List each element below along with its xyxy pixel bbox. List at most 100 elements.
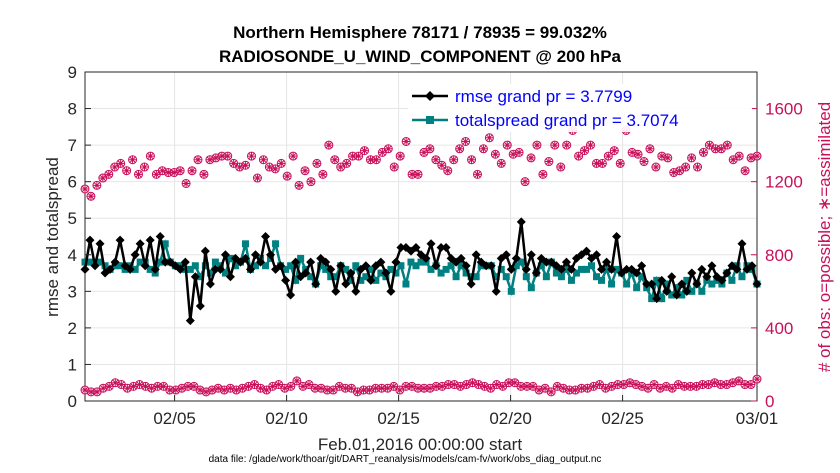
- left-tick-label: 9: [68, 63, 77, 82]
- obs-assimilated-marker: [657, 152, 666, 161]
- obs-assimilated-marker: [480, 382, 489, 391]
- obs-assimilated-marker: [592, 159, 601, 168]
- rmse-point: [145, 235, 155, 245]
- obs-point-upper: [556, 162, 566, 172]
- obs-point-lower: [395, 385, 405, 395]
- obs-assimilated-marker: [117, 380, 126, 389]
- obs-point-upper: [514, 147, 524, 157]
- spread-point: [211, 258, 219, 266]
- legend: rmse grand pr = 3.7799 totalspread grand…: [408, 84, 752, 132]
- rmse-point: [642, 279, 652, 289]
- obs-assimilated-marker: [384, 144, 393, 153]
- spread-point: [603, 265, 611, 273]
- spread-point: [648, 295, 656, 303]
- spread-point: [392, 269, 400, 277]
- obs-markers: [80, 125, 762, 397]
- rmse-point: [461, 261, 471, 271]
- spread-point: [131, 265, 139, 273]
- rmse-point: [657, 275, 667, 285]
- obs-assimilated-marker: [135, 380, 144, 389]
- x-tick-label: 02/15: [377, 409, 420, 428]
- obs-point-upper: [282, 171, 292, 181]
- obs-point-lower: [262, 385, 272, 395]
- rmse-point: [110, 257, 120, 267]
- spread-point: [633, 284, 641, 292]
- series-line: [83, 221, 759, 321]
- obs-point-upper: [223, 151, 233, 161]
- obs-assimilated-marker: [586, 141, 595, 150]
- rmse-point: [481, 261, 491, 271]
- spread-point: [527, 284, 535, 292]
- obs-point-upper: [139, 162, 149, 172]
- obs-assimilated-marker: [716, 380, 725, 389]
- rmse-point: [632, 268, 642, 278]
- x-tick-label: 02/20: [489, 409, 532, 428]
- left-tick-label: 2: [68, 319, 77, 338]
- spread-point: [297, 254, 305, 262]
- obs-point-lower: [274, 380, 284, 390]
- obs-point-lower: [528, 381, 538, 391]
- spread-point: [537, 262, 545, 270]
- spread-point: [542, 273, 550, 281]
- rmse-point: [251, 250, 261, 260]
- right-tick-label: 800: [765, 246, 793, 265]
- rmse-point: [175, 264, 185, 274]
- obs-point-upper: [693, 162, 703, 172]
- obs-assimilated-marker: [390, 163, 399, 172]
- obs-point-lower: [304, 380, 314, 390]
- obs-assimilated-marker: [317, 384, 326, 393]
- rmse-point: [326, 264, 336, 274]
- obs-point-upper: [639, 157, 649, 167]
- spread-point: [96, 258, 104, 266]
- obs-assimilated-marker: [122, 166, 131, 175]
- obs-assimilated-marker: [444, 380, 453, 389]
- spread-point: [562, 265, 570, 273]
- rmse-point: [160, 257, 170, 267]
- spread-point: [708, 280, 716, 288]
- obs-point-upper: [193, 155, 203, 165]
- obs-point-upper: [502, 140, 512, 150]
- obs-assimilated-marker: [479, 144, 488, 153]
- obs-assimilated-marker: [280, 384, 289, 393]
- obs-point-upper: [134, 169, 144, 179]
- obs-point-upper: [318, 169, 328, 179]
- obs-assimilated-marker: [644, 384, 653, 393]
- obs-assimilated-marker: [735, 152, 744, 161]
- obs-assimilated-marker: [286, 382, 295, 391]
- x-ticks: 02/05 02/10 02/15 02/20 02/25 03/01: [153, 395, 778, 428]
- footnote: data file: /glade/work/thoar/git/DART_re…: [209, 454, 602, 465]
- obs-assimilated-marker: [541, 384, 550, 393]
- rmse-point: [622, 264, 632, 274]
- rmse-point: [677, 279, 687, 289]
- obs-point-lower: [667, 383, 677, 393]
- rmse-point: [491, 286, 501, 296]
- rmse-point: [597, 264, 607, 274]
- rmse-point: [581, 246, 591, 256]
- rmse-point: [687, 268, 697, 278]
- rmse-point: [411, 242, 421, 252]
- obs-assimilated-marker: [152, 170, 161, 179]
- obs-point-upper: [294, 180, 304, 190]
- obs-assimilated-marker: [747, 153, 756, 162]
- obs-point-upper: [199, 169, 209, 179]
- obs-assimilated-marker: [722, 380, 731, 389]
- obs-point-upper: [187, 166, 197, 176]
- spread-point: [437, 269, 445, 277]
- rmse-point: [426, 239, 436, 249]
- obs-assimilated-marker: [438, 382, 447, 391]
- obs-point-upper: [496, 158, 506, 168]
- obs-point-upper: [651, 162, 661, 172]
- obs-assimilated-marker: [692, 382, 701, 391]
- rmse-point: [341, 279, 351, 289]
- rmse-point: [431, 261, 441, 271]
- legend-box: [408, 84, 752, 132]
- chart-title-line1: Northern Hemisphere 78171 / 78935 = 99.0…: [233, 23, 607, 42]
- obs-assimilated-marker: [516, 382, 525, 391]
- obs-assimilated-marker: [171, 386, 180, 395]
- spread-point: [196, 273, 204, 281]
- spread-point: [738, 273, 746, 281]
- spread-point: [462, 269, 470, 277]
- obs-point-upper: [145, 151, 155, 161]
- rmse-point: [471, 250, 481, 260]
- obs-assimilated-marker: [92, 181, 101, 190]
